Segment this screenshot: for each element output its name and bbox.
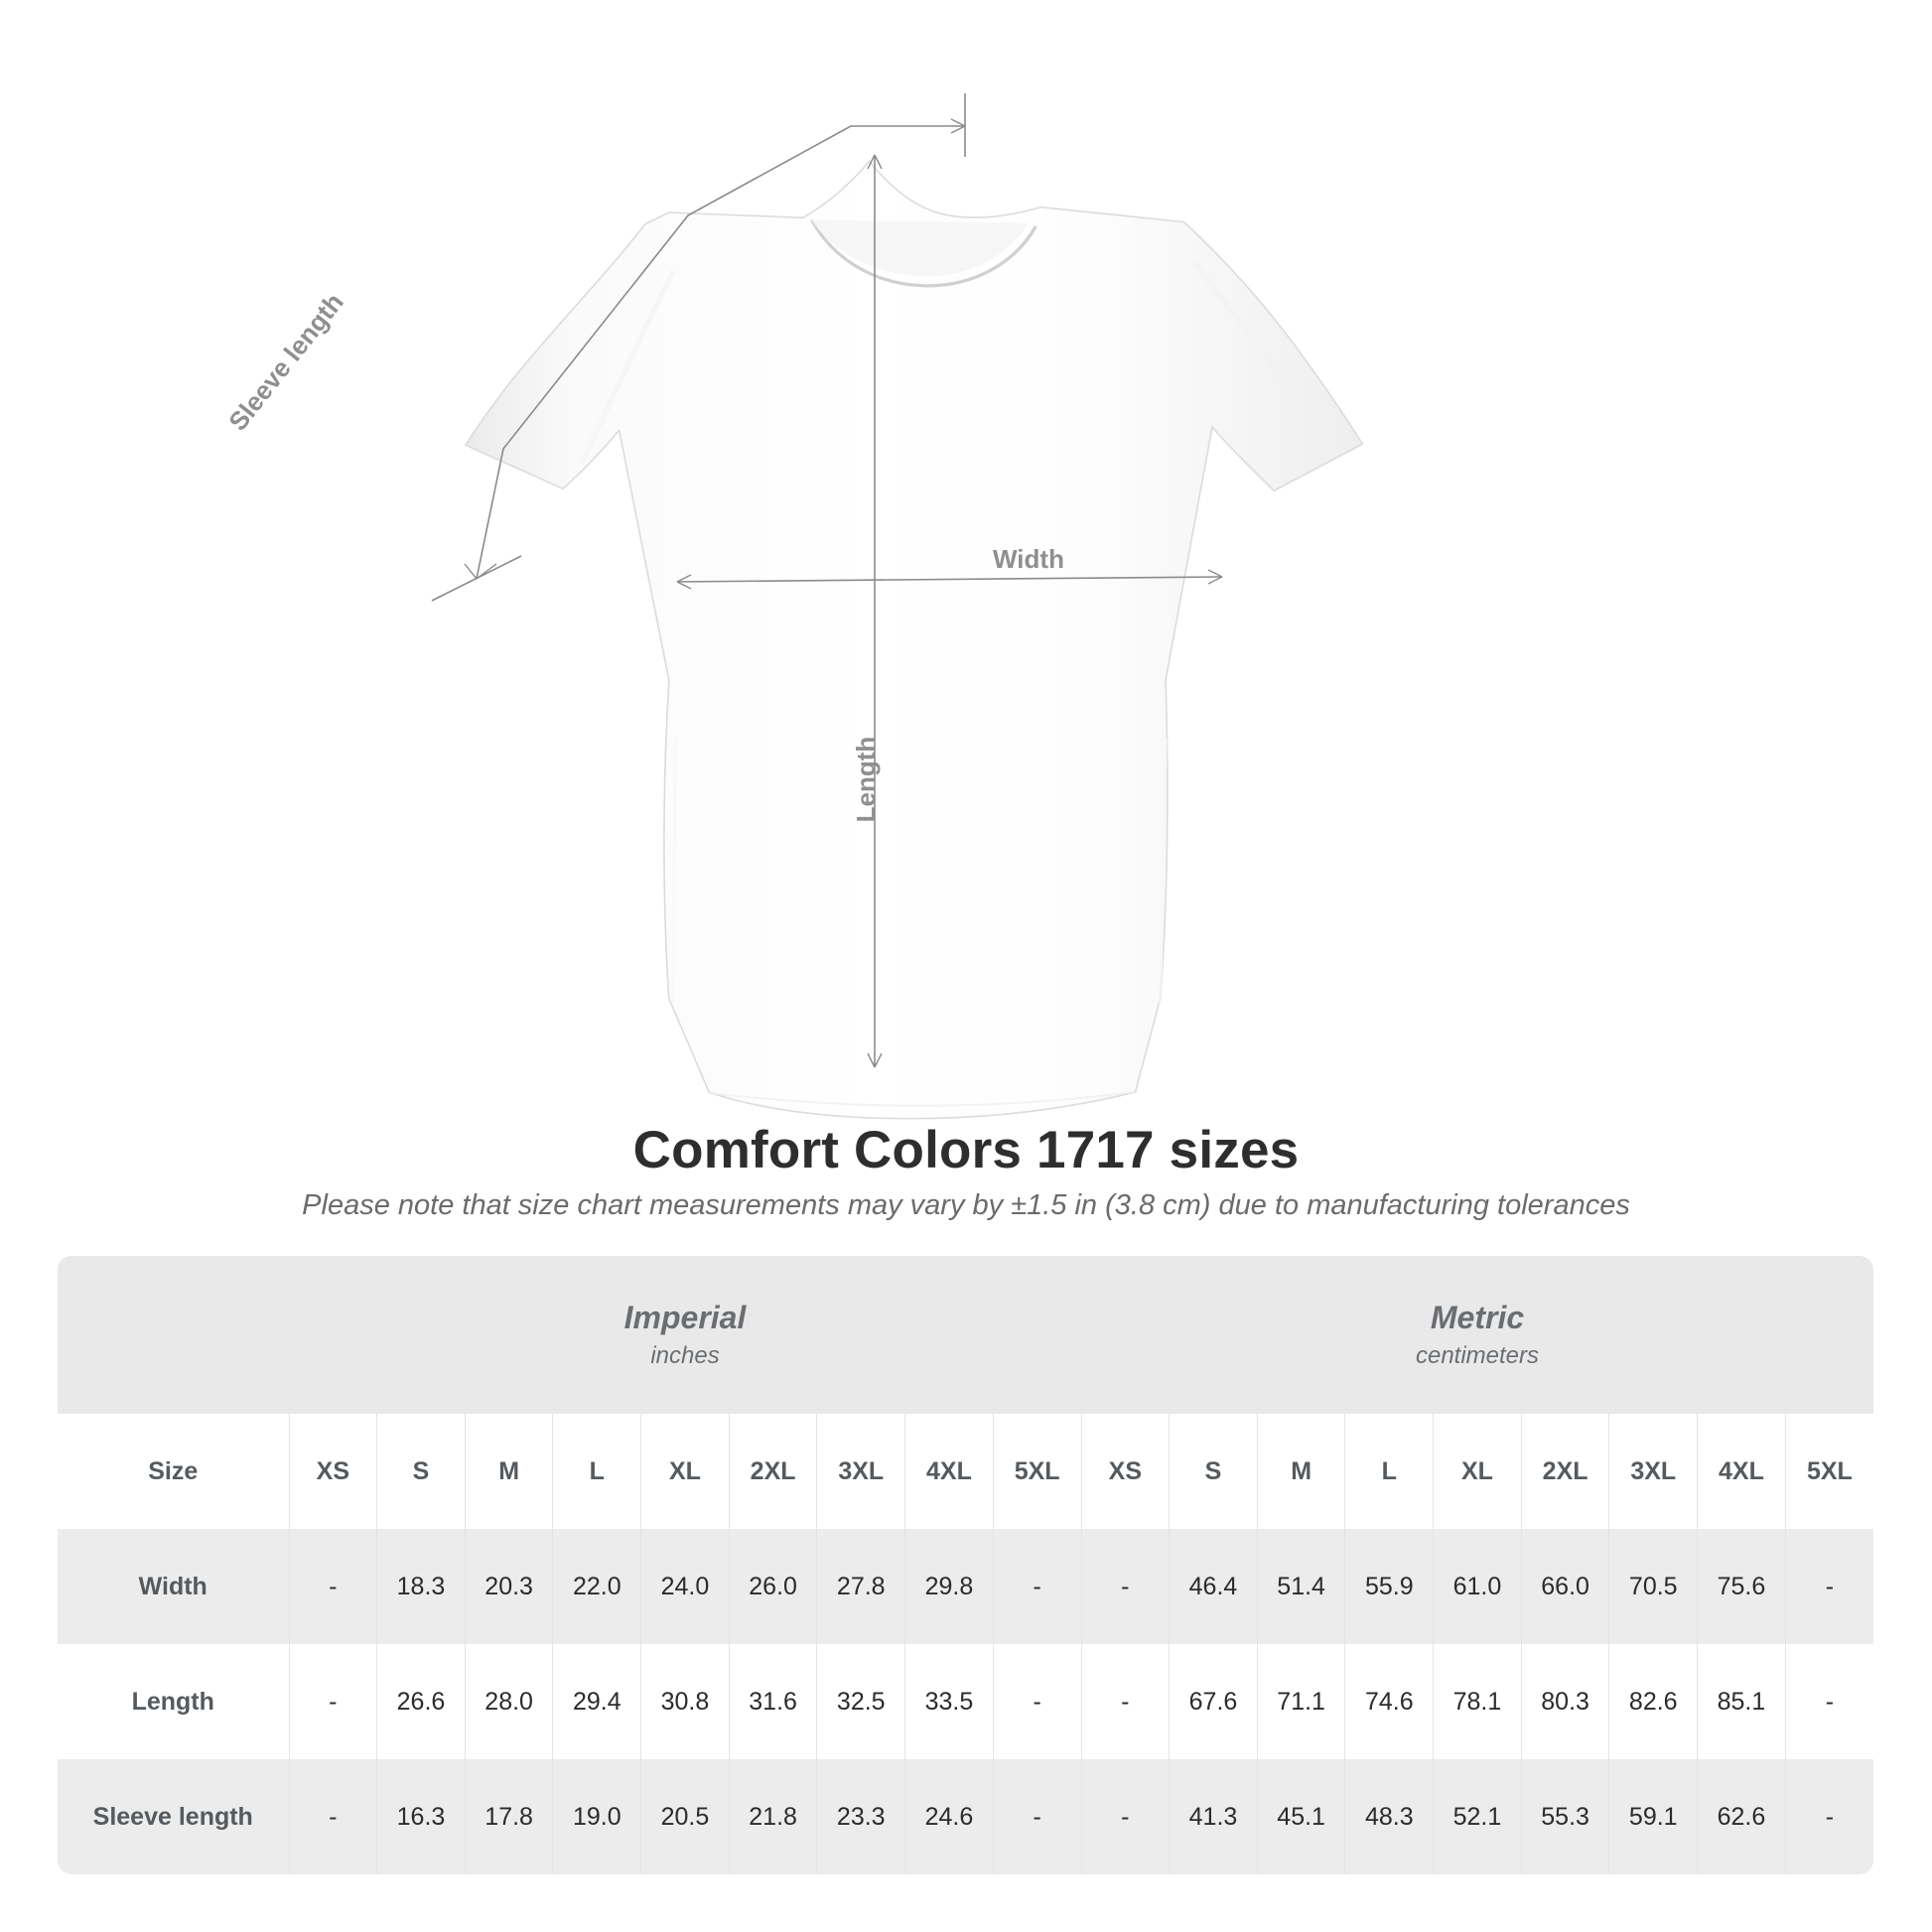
svg-text:Sleeve length: Sleeve length: [222, 287, 349, 436]
svg-text:Width: Width: [993, 544, 1064, 574]
svg-text:Length: Length: [851, 737, 881, 823]
